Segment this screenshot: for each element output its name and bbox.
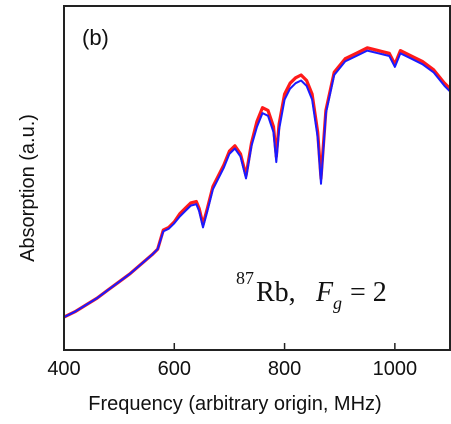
panel-label: (b) bbox=[82, 25, 109, 50]
plot-frame bbox=[63, 5, 451, 351]
x-axis-label: Frequency (arbitrary origin, MHz) bbox=[88, 393, 381, 415]
annotation-isotope: 87 bbox=[236, 268, 254, 288]
series-layer bbox=[63, 46, 451, 319]
x-tick-label: 1000 bbox=[373, 358, 418, 380]
annotation-relation: = 2 bbox=[350, 277, 387, 308]
x-tick-label: 600 bbox=[158, 358, 191, 380]
x-tick-label: 800 bbox=[268, 358, 301, 380]
annotation: 87 Rb, F g = 2 bbox=[236, 268, 387, 313]
x-tick-label: 400 bbox=[47, 358, 80, 380]
series-line-2 bbox=[63, 49, 451, 318]
annotation-element: Rb, bbox=[256, 277, 296, 308]
annotation-subscript: g bbox=[333, 293, 342, 313]
annotation-variable: F bbox=[315, 277, 334, 308]
y-axis-label: Absorption (a.u.) bbox=[17, 114, 39, 262]
x-ticks: 400 600 800 1000 bbox=[47, 343, 417, 380]
